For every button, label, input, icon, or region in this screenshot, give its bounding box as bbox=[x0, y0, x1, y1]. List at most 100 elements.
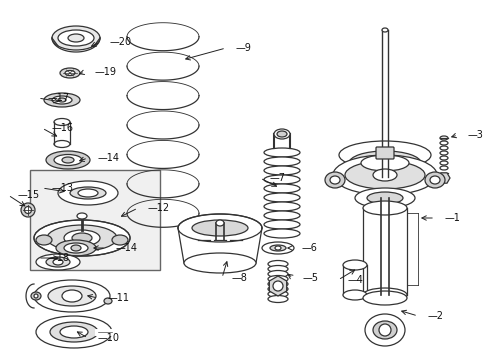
Ellipse shape bbox=[364, 314, 404, 346]
Ellipse shape bbox=[264, 220, 299, 229]
Ellipse shape bbox=[47, 225, 117, 251]
Ellipse shape bbox=[439, 141, 447, 145]
Ellipse shape bbox=[264, 202, 299, 211]
Ellipse shape bbox=[264, 184, 299, 193]
Ellipse shape bbox=[264, 157, 299, 166]
Ellipse shape bbox=[60, 68, 80, 78]
Ellipse shape bbox=[46, 151, 90, 169]
Ellipse shape bbox=[439, 146, 447, 150]
Ellipse shape bbox=[60, 326, 88, 338]
Text: —14: —14 bbox=[116, 243, 138, 253]
Ellipse shape bbox=[439, 136, 447, 140]
Ellipse shape bbox=[216, 220, 224, 226]
Ellipse shape bbox=[360, 155, 408, 171]
Text: —7: —7 bbox=[269, 173, 285, 183]
Ellipse shape bbox=[325, 172, 345, 188]
Ellipse shape bbox=[348, 151, 420, 175]
Ellipse shape bbox=[52, 96, 72, 104]
Ellipse shape bbox=[362, 291, 406, 305]
Ellipse shape bbox=[58, 30, 94, 46]
Ellipse shape bbox=[267, 280, 287, 288]
Ellipse shape bbox=[439, 161, 447, 165]
Text: —19: —19 bbox=[95, 67, 117, 77]
Ellipse shape bbox=[342, 260, 366, 270]
Ellipse shape bbox=[274, 246, 281, 250]
Ellipse shape bbox=[56, 240, 96, 256]
Ellipse shape bbox=[112, 235, 128, 245]
Text: —20: —20 bbox=[110, 37, 132, 47]
Ellipse shape bbox=[362, 288, 406, 302]
Ellipse shape bbox=[372, 321, 396, 339]
Ellipse shape bbox=[36, 316, 112, 348]
Ellipse shape bbox=[276, 131, 286, 137]
Ellipse shape bbox=[264, 229, 299, 238]
Ellipse shape bbox=[264, 166, 299, 175]
Text: —10: —10 bbox=[98, 333, 120, 343]
Ellipse shape bbox=[68, 34, 84, 42]
Ellipse shape bbox=[267, 285, 287, 292]
Text: —1: —1 bbox=[444, 213, 460, 223]
Ellipse shape bbox=[354, 188, 414, 208]
Ellipse shape bbox=[54, 140, 70, 148]
Text: —14: —14 bbox=[98, 153, 120, 163]
Ellipse shape bbox=[439, 156, 447, 160]
Text: —6: —6 bbox=[302, 243, 317, 253]
Ellipse shape bbox=[54, 154, 82, 166]
Ellipse shape bbox=[62, 290, 82, 302]
Ellipse shape bbox=[183, 253, 256, 273]
Ellipse shape bbox=[192, 220, 247, 236]
Ellipse shape bbox=[34, 294, 38, 298]
Text: —12: —12 bbox=[148, 203, 170, 213]
Ellipse shape bbox=[329, 176, 339, 184]
Ellipse shape bbox=[31, 292, 41, 300]
Ellipse shape bbox=[72, 233, 92, 243]
Ellipse shape bbox=[267, 270, 287, 278]
Ellipse shape bbox=[267, 261, 287, 267]
Ellipse shape bbox=[65, 71, 75, 76]
Ellipse shape bbox=[381, 28, 387, 32]
Ellipse shape bbox=[34, 280, 110, 312]
Ellipse shape bbox=[104, 298, 112, 304]
Ellipse shape bbox=[78, 189, 98, 197]
Ellipse shape bbox=[267, 266, 287, 273]
Text: —15: —15 bbox=[18, 190, 40, 200]
Ellipse shape bbox=[429, 176, 439, 184]
Ellipse shape bbox=[342, 290, 366, 300]
Ellipse shape bbox=[21, 203, 35, 217]
Ellipse shape bbox=[70, 187, 106, 199]
Text: —3: —3 bbox=[467, 130, 483, 140]
Ellipse shape bbox=[52, 26, 100, 50]
Ellipse shape bbox=[64, 230, 100, 246]
Text: —2: —2 bbox=[427, 311, 443, 321]
Ellipse shape bbox=[345, 161, 424, 189]
Ellipse shape bbox=[48, 286, 96, 306]
Ellipse shape bbox=[53, 259, 63, 265]
Text: —13: —13 bbox=[52, 183, 74, 193]
Ellipse shape bbox=[44, 93, 80, 107]
Text: —11: —11 bbox=[108, 293, 130, 303]
Ellipse shape bbox=[267, 275, 287, 283]
Ellipse shape bbox=[264, 193, 299, 202]
Text: —17: —17 bbox=[48, 93, 70, 103]
Ellipse shape bbox=[267, 296, 287, 302]
Bar bbox=[30, 170, 160, 270]
Ellipse shape bbox=[54, 118, 70, 126]
Ellipse shape bbox=[262, 242, 293, 254]
Ellipse shape bbox=[372, 169, 396, 181]
Ellipse shape bbox=[264, 175, 299, 184]
Ellipse shape bbox=[46, 257, 70, 267]
Ellipse shape bbox=[64, 243, 88, 253]
Ellipse shape bbox=[264, 148, 299, 157]
Ellipse shape bbox=[439, 151, 447, 155]
Ellipse shape bbox=[424, 172, 444, 188]
Ellipse shape bbox=[269, 245, 285, 251]
Ellipse shape bbox=[34, 220, 130, 256]
Ellipse shape bbox=[332, 155, 436, 195]
Ellipse shape bbox=[58, 98, 66, 102]
Ellipse shape bbox=[62, 157, 74, 163]
Text: —16: —16 bbox=[52, 123, 74, 133]
Ellipse shape bbox=[267, 291, 287, 297]
Ellipse shape bbox=[378, 324, 390, 336]
Text: —18: —18 bbox=[48, 253, 70, 263]
Ellipse shape bbox=[338, 141, 430, 169]
